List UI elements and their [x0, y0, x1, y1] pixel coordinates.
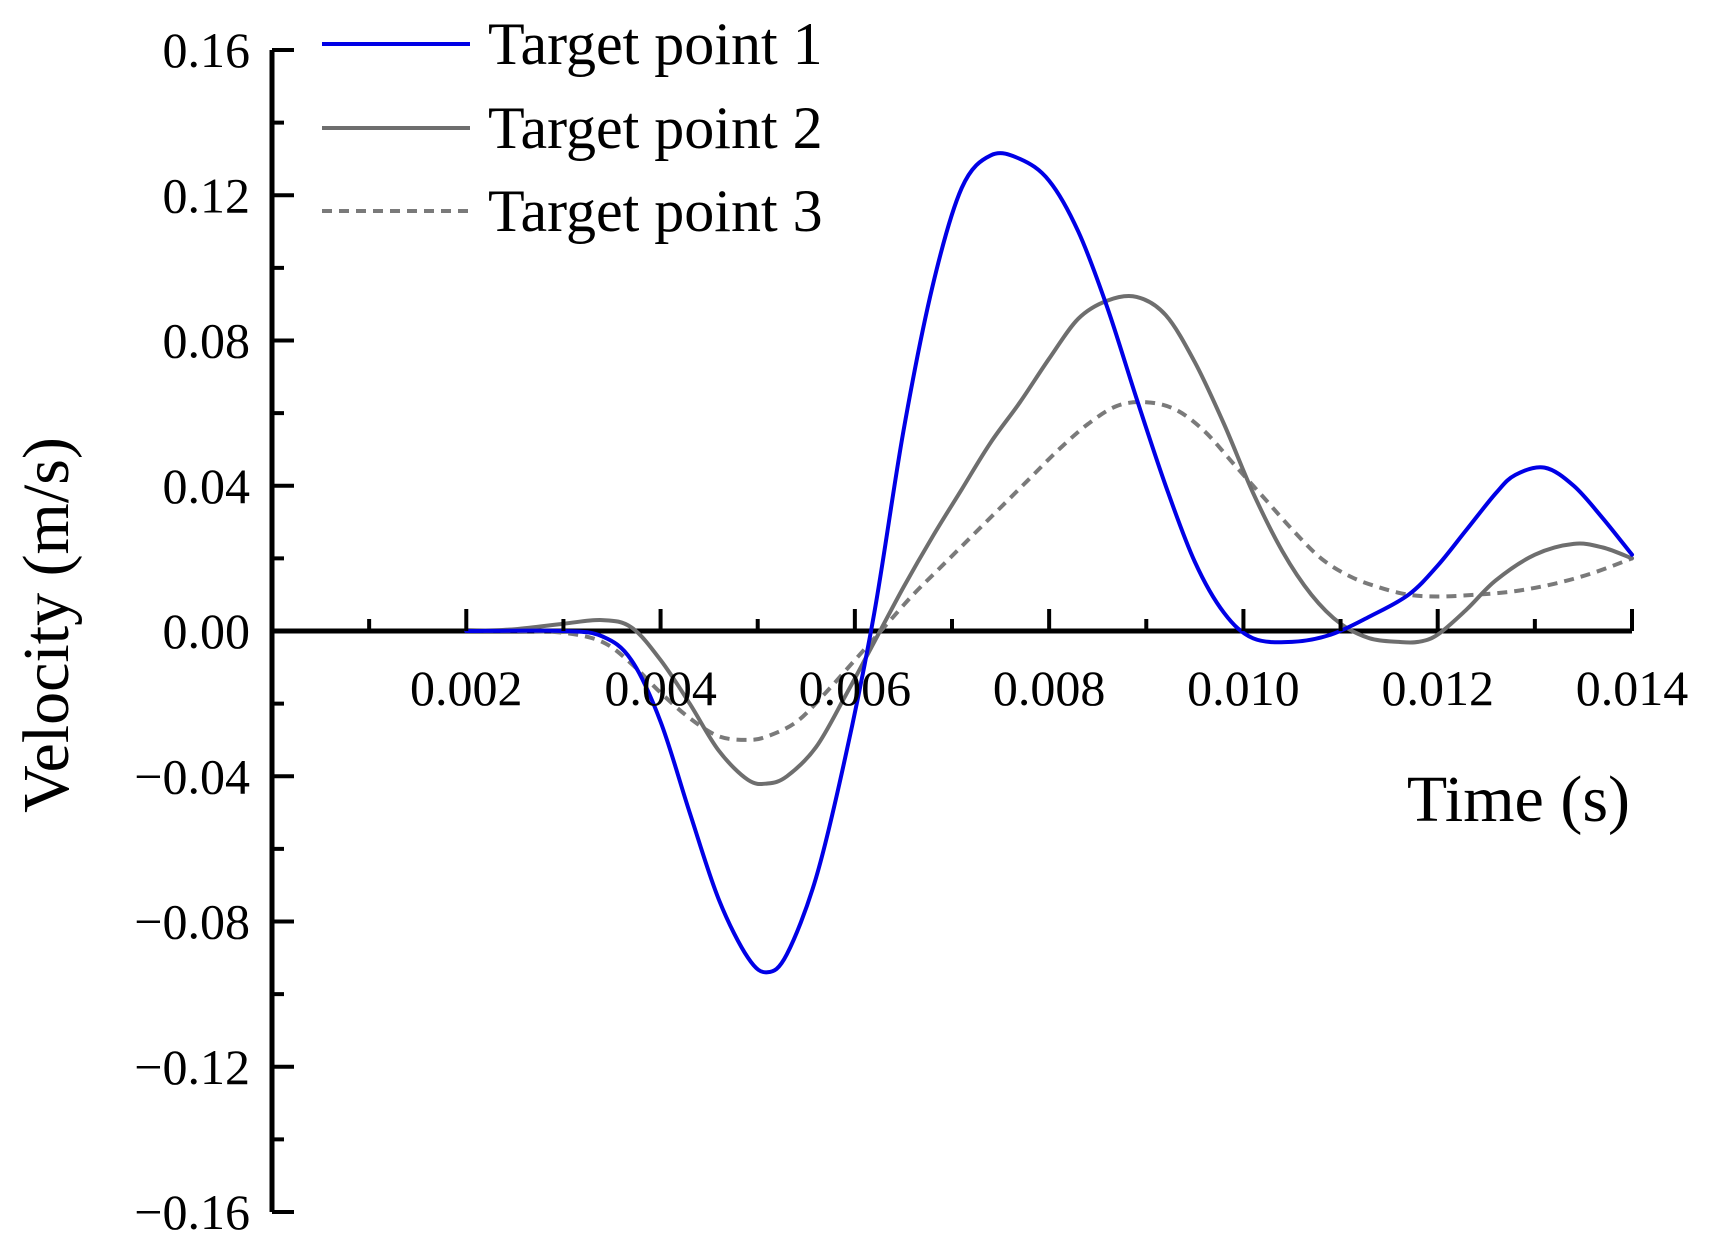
- x-axis-label: Time (s): [1407, 763, 1630, 836]
- y-tick-label: −0.08: [134, 894, 250, 950]
- y-tick-label: 0.12: [163, 167, 251, 223]
- x-tick-label: 0.002: [410, 660, 523, 716]
- x-tick-label: 0.012: [1381, 660, 1494, 716]
- x-tick-label: 0.014: [1576, 660, 1689, 716]
- ticks-layer: 0.16 0.12 0.08 0.04 0.00 −0.04 −0.08 −0.12 −0.16…: [134, 22, 1688, 1240]
- y-tick-label: 0.08: [163, 313, 251, 369]
- y-tick-label: 0.16: [163, 22, 251, 78]
- y-tick-label: 0.00: [163, 603, 251, 659]
- series-line-3: [466, 400, 1633, 742]
- y-tick-label: −0.16: [134, 1184, 250, 1240]
- legend: Target point 1 Target point 2 Target point…: [322, 11, 823, 244]
- y-tick-label: 0.04: [163, 458, 251, 514]
- x-tick-label: 0.004: [604, 660, 717, 716]
- series-line-2: [464, 293, 1634, 787]
- x-tick-label: 0.006: [799, 660, 912, 716]
- x-tick-label: 0.008: [993, 660, 1106, 716]
- series-layer: [464, 151, 1634, 975]
- y-axis-label: Velocity (m/s): [10, 437, 83, 813]
- y-tick-label: −0.04: [134, 748, 250, 804]
- y-tick-label: −0.12: [134, 1039, 250, 1095]
- legend-label-1: Target point 1: [488, 11, 823, 77]
- legend-label-3: Target point 3: [488, 178, 823, 244]
- legend-label-2: Target point 2: [488, 95, 823, 161]
- x-tick-label: 0.010: [1187, 660, 1300, 716]
- series-line-1: [464, 151, 1634, 975]
